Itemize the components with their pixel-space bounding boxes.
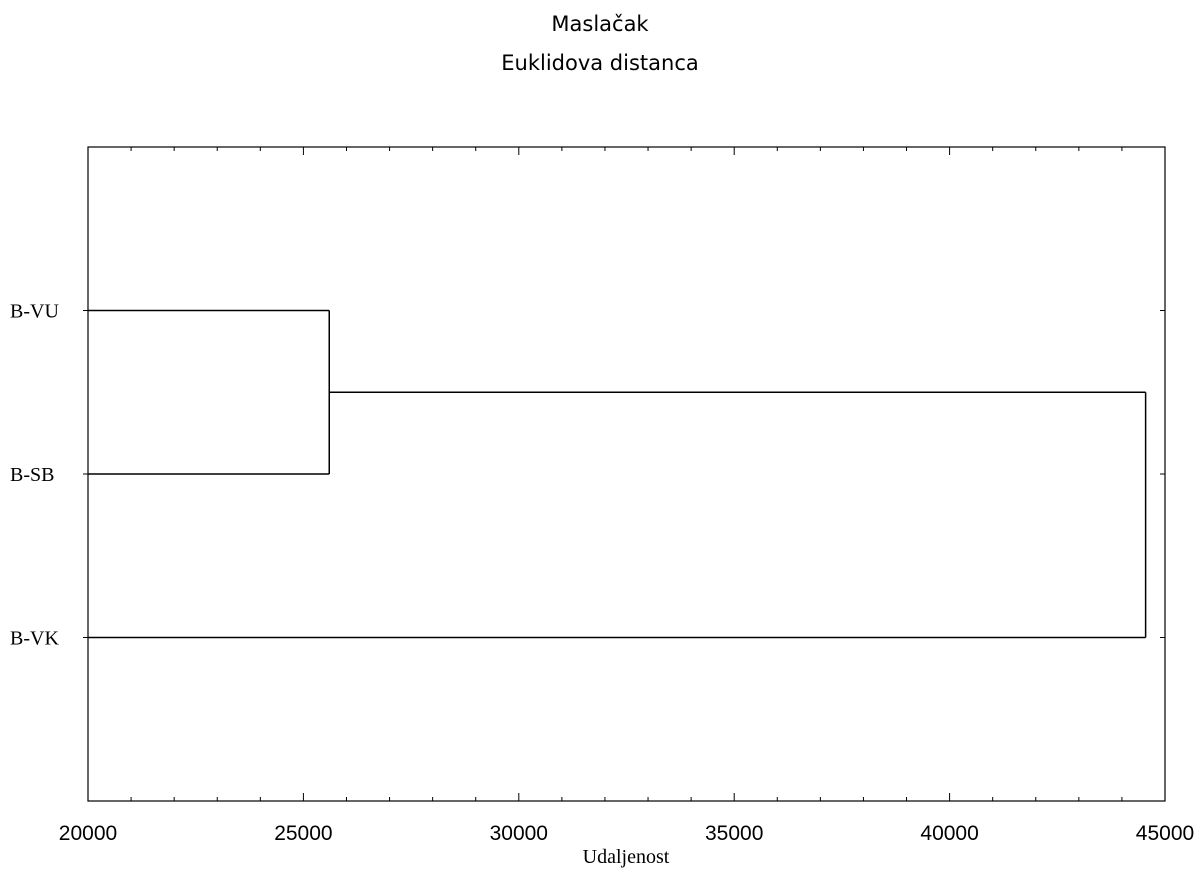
x-axis-label: Udaljenost — [583, 846, 670, 868]
chart-title: Maslačak — [551, 12, 649, 36]
x-tick-label: 35000 — [705, 822, 763, 845]
x-tick-label: 25000 — [274, 822, 332, 845]
x-tick-label: 40000 — [920, 822, 978, 845]
x-tick-label: 30000 — [490, 822, 548, 845]
axis-ticks — [83, 147, 1166, 801]
leaf-label: B-VK — [10, 628, 59, 650]
chart-subtitle: Euklidova distanca — [501, 51, 699, 75]
x-tick-labels: 20000 25000 30000 35000 40000 45000 — [59, 822, 1194, 845]
x-tick-label: 45000 — [1136, 822, 1194, 845]
leaf-labels: B-VU B-SB B-VK — [10, 301, 59, 650]
leaf-label: B-VU — [10, 301, 59, 323]
leaf-label: B-SB — [10, 464, 54, 486]
x-tick-label: 20000 — [59, 822, 117, 845]
dendrogram-links — [88, 309, 1147, 639]
